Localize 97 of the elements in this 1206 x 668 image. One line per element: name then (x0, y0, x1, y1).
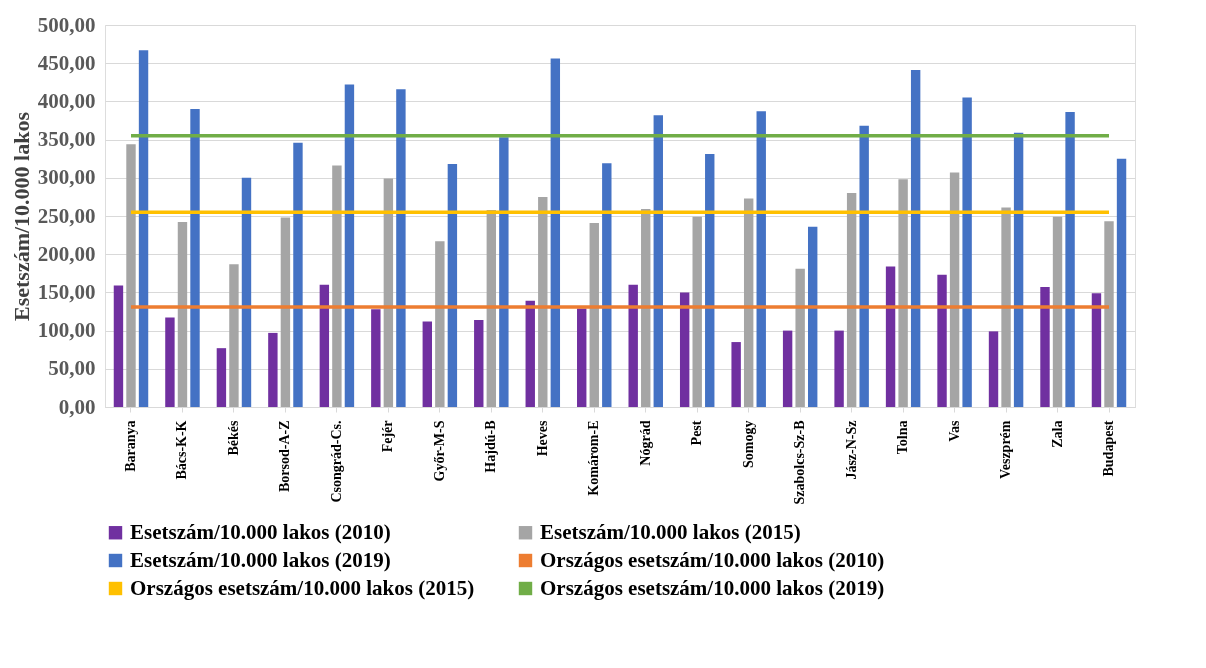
x-tick-label: Bács-K-K (174, 420, 190, 480)
bar (280, 217, 291, 407)
bar (332, 165, 342, 407)
x-tick-label: Komárom-E (586, 420, 602, 496)
y-tick-label: 450,00 (37, 50, 96, 75)
bar (229, 264, 239, 407)
bar (808, 226, 818, 407)
y-tick-label: 250,00 (37, 203, 96, 228)
y-tick-label: 150,00 (37, 279, 96, 304)
x-tick-label: Veszprém (998, 420, 1014, 480)
bar (653, 115, 663, 407)
bar (113, 285, 124, 407)
bar (628, 284, 638, 407)
bar (165, 317, 175, 407)
bar (190, 109, 200, 407)
bar (319, 284, 330, 407)
bar (396, 89, 406, 407)
bar (846, 193, 857, 407)
bar (525, 300, 535, 407)
x-tick-label: Békés (225, 419, 241, 456)
x-tick-label: Budapest (1101, 420, 1117, 477)
bar (422, 321, 432, 407)
bar (177, 222, 188, 407)
bar (756, 111, 766, 407)
y-tick-label: 300,00 (37, 165, 96, 190)
bar (602, 163, 612, 407)
x-tick-label: Heves (534, 419, 550, 457)
bar (692, 216, 702, 407)
bar (1116, 158, 1127, 407)
bar (1013, 132, 1024, 407)
x-tick-label: Vas (946, 419, 962, 442)
y-axis-title: Esetszám/10.000 lakos (8, 111, 34, 321)
bar (499, 137, 509, 407)
bar (949, 172, 960, 407)
bar (795, 268, 805, 407)
bar (731, 342, 741, 407)
bar (962, 97, 972, 407)
bar (383, 178, 394, 407)
legend-label: Esetszám/10.000 lakos (2019) (130, 547, 391, 572)
bar (126, 144, 136, 407)
bar (293, 142, 303, 407)
x-tick-label: Borsod-A-Z (277, 420, 293, 493)
bar (371, 309, 381, 407)
y-tick-label: 50,00 (48, 356, 96, 381)
bar (1065, 112, 1075, 407)
bar (268, 332, 278, 407)
y-tick-label: 350,00 (37, 127, 96, 152)
bar (1104, 221, 1114, 407)
legend-label: Országos esetszám/10.000 lakos (2019) (540, 575, 885, 600)
bar (705, 154, 715, 407)
x-tick-label: Tolna (895, 420, 911, 455)
bar (538, 196, 548, 407)
bar (937, 274, 947, 407)
bar (898, 179, 908, 407)
legend-label: Országos esetszám/10.000 lakos (2015) (130, 575, 475, 600)
x-tick-label: Szabolcs-Sz-B (792, 420, 808, 505)
bar (859, 125, 869, 407)
bar (834, 330, 844, 407)
bar (910, 70, 921, 407)
x-tick-label: Jász-N-Sz (843, 420, 859, 480)
y-tick-label: 100,00 (37, 318, 96, 343)
bar (474, 319, 484, 407)
bar (1040, 287, 1050, 407)
x-tick-label: Győr-M-S (431, 420, 447, 482)
bar (550, 58, 561, 407)
bar (641, 209, 651, 407)
bar (577, 308, 587, 407)
bar (435, 241, 445, 407)
x-tick-label: Hajdú-B (483, 420, 499, 473)
bar (679, 292, 690, 407)
bar (447, 164, 458, 407)
x-tick-label: Csongrád-Cs. (328, 420, 344, 503)
x-tick-label: Somogy (740, 420, 756, 468)
y-tick-label: 0,00 (58, 394, 96, 419)
legend-label: Országos esetszám/10.000 lakos (2010) (540, 547, 885, 572)
bar (344, 84, 355, 407)
bar (988, 331, 999, 407)
x-tick-label: Zala (1049, 420, 1065, 448)
bar (216, 348, 227, 407)
bar (241, 177, 252, 407)
bar (589, 222, 599, 407)
bar (782, 330, 793, 407)
bar (1001, 207, 1011, 407)
y-tick-label: 200,00 (37, 241, 96, 266)
bar (743, 198, 754, 407)
y-tick-label: 400,00 (37, 88, 96, 113)
x-tick-label: Baranya (122, 420, 138, 472)
x-tick-label: Nógrád (637, 420, 653, 466)
legend-label: Esetszám/10.000 lakos (2010) (130, 519, 391, 544)
bar (1091, 293, 1102, 407)
x-tick-label: Pest (689, 420, 705, 446)
y-tick-label: 500,00 (37, 12, 96, 37)
bar (885, 266, 896, 407)
bar (1052, 216, 1063, 407)
legend-label: Esetszám/10.000 lakos (2015) (540, 519, 801, 544)
bar (138, 50, 149, 407)
x-tick-label: Fejér (380, 420, 396, 453)
